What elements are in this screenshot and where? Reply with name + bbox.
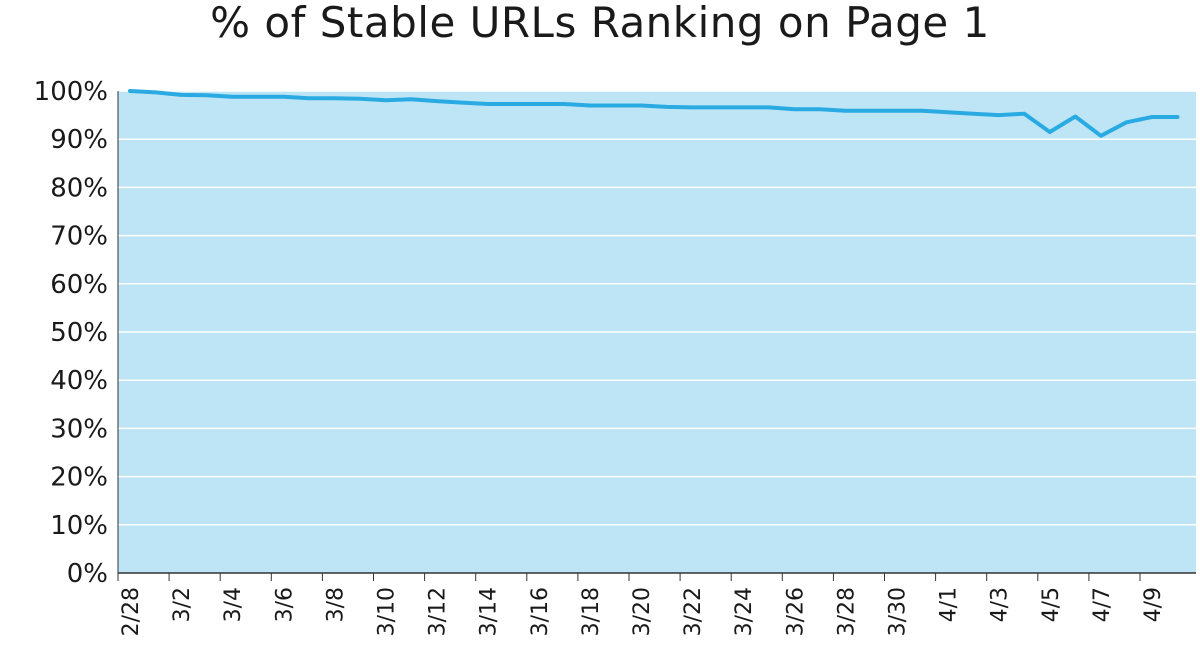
y-tick-label: 50% — [50, 318, 108, 348]
x-tick-label: 4/3 — [988, 587, 1013, 622]
x-tick-label: 3/8 — [323, 587, 348, 622]
y-tick-label: 90% — [50, 125, 108, 155]
x-tick-label: 3/6 — [272, 587, 297, 622]
x-tick-label: 3/4 — [221, 587, 246, 622]
x-tick-label: 3/14 — [477, 587, 502, 636]
x-tick-label: 4/1 — [937, 587, 962, 622]
y-tick-label: 100% — [34, 77, 108, 107]
x-tick-label: 3/26 — [783, 587, 808, 636]
x-tick-label: 3/30 — [886, 587, 911, 636]
x-tick-label: 3/18 — [579, 587, 604, 636]
x-tick-label: 3/22 — [681, 587, 706, 636]
y-tick-label: 10% — [50, 511, 108, 541]
x-tick-label: 2/28 — [119, 587, 144, 636]
x-tick-label: 3/12 — [426, 587, 451, 636]
y-tick-label: 70% — [50, 222, 108, 252]
x-tick-label: 3/16 — [528, 587, 553, 636]
x-tick-label: 3/2 — [170, 587, 195, 622]
y-tick-label: 80% — [50, 173, 108, 203]
y-tick-label: 60% — [50, 270, 108, 300]
y-tick-label: 30% — [50, 414, 108, 444]
x-tick-label: 3/28 — [834, 587, 859, 636]
y-tick-label: 20% — [50, 463, 108, 493]
x-tick-label: 3/10 — [375, 587, 400, 636]
x-tick-label: 4/9 — [1141, 587, 1166, 622]
x-tick-label: 3/20 — [630, 587, 655, 636]
series-line — [128, 89, 1180, 138]
chart-title: % of Stable URLs Ranking on Page 1 — [210, 0, 990, 47]
x-tick-label: 3/24 — [732, 587, 757, 636]
y-tick-label: 40% — [50, 366, 108, 396]
y-tick-label: 0% — [67, 559, 108, 589]
x-tick-label: 4/7 — [1090, 587, 1115, 622]
x-tick-label: 4/5 — [1039, 587, 1064, 622]
